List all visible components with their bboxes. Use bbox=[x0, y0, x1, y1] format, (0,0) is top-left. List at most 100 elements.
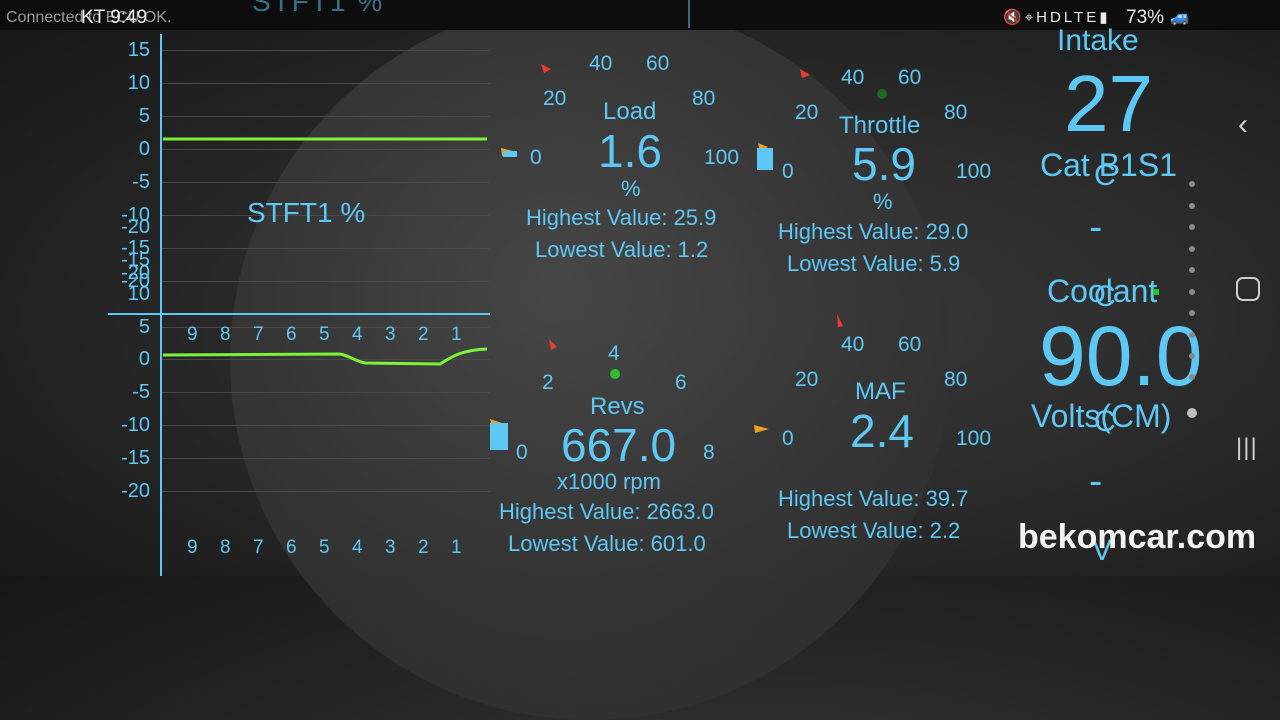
x-tick: 5 bbox=[319, 324, 330, 345]
readout-cat-name: Cat B1S1 bbox=[1040, 147, 1177, 183]
lower-series-line bbox=[162, 347, 488, 366]
gauge-lowest: Lowest Value: 2.2 bbox=[787, 518, 961, 543]
location-icon: ⌖ bbox=[1024, 9, 1037, 26]
y-tick: -15 bbox=[121, 237, 150, 259]
y-tick: -15 bbox=[121, 249, 150, 271]
gauge-highest: Highest Value: 29.0 bbox=[778, 219, 969, 244]
gauge-tick: 20 bbox=[795, 101, 819, 124]
current-marker bbox=[490, 423, 508, 450]
gauge-name: MAF bbox=[855, 378, 906, 405]
gauge-needles bbox=[757, 69, 810, 170]
gauge-needles bbox=[754, 314, 843, 433]
current-needle bbox=[754, 425, 769, 433]
x-tick: 7 bbox=[253, 537, 264, 558]
gauge-tick: 8 bbox=[703, 441, 715, 464]
gauge-tick: 60 bbox=[898, 333, 922, 356]
x-tick: 3 bbox=[385, 324, 396, 345]
readout-intake-value: 27 bbox=[1064, 59, 1153, 148]
gauge-value: 5.9 bbox=[852, 138, 916, 190]
gauge-tick: 40 bbox=[841, 66, 865, 89]
y-tick: 5 bbox=[138, 105, 150, 127]
y-tick: 10 bbox=[127, 283, 150, 305]
gauge-center-dot bbox=[877, 89, 887, 99]
clock: KT 9:49 bbox=[81, 7, 148, 28]
ghost-divider bbox=[688, 0, 690, 28]
gauge-tick: 6 bbox=[675, 371, 687, 394]
gauge-unit: x1000 rpm bbox=[557, 469, 661, 494]
gauge-tick: 20 bbox=[543, 87, 567, 110]
page-dot bbox=[1189, 224, 1195, 230]
readout-cat-value: - bbox=[1089, 205, 1103, 249]
home-button[interactable] bbox=[1236, 277, 1260, 301]
readout-coolant-name: Coolant bbox=[1047, 273, 1158, 309]
grid-line bbox=[162, 182, 490, 183]
gauge-unit: % bbox=[621, 176, 641, 201]
max-needle bbox=[800, 69, 810, 78]
signal-icon: ▮ bbox=[1099, 9, 1111, 26]
x-tick: 4 bbox=[352, 537, 363, 558]
gauge-needles bbox=[490, 339, 557, 450]
page-dot bbox=[1189, 353, 1195, 359]
gauge-name: Throttle bbox=[839, 112, 921, 139]
gauge-highest: Highest Value: 25.9 bbox=[526, 205, 717, 230]
x-tick: 1 bbox=[451, 324, 462, 345]
max-needle bbox=[541, 64, 551, 73]
gauge-highest: Highest Value: 2663.0 bbox=[499, 499, 714, 524]
y-tick: -15 bbox=[121, 447, 150, 469]
max-needle bbox=[837, 314, 843, 327]
x-tick: 7 bbox=[253, 324, 264, 345]
x-tick: 3 bbox=[385, 537, 396, 558]
grid-line bbox=[162, 248, 490, 249]
grid-line bbox=[162, 215, 490, 216]
current-marker bbox=[503, 151, 517, 157]
graph-lines bbox=[162, 137, 488, 366]
gauge-highest: Highest Value: 39.7 bbox=[778, 486, 969, 511]
grid-line bbox=[162, 116, 490, 117]
gauge-lowest: Lowest Value: 5.9 bbox=[787, 251, 961, 276]
gauge-tick: 0 bbox=[530, 146, 542, 169]
gauge-value: 667.0 bbox=[561, 419, 677, 471]
x-tick: 9 bbox=[187, 537, 198, 558]
status-icons: 🔇⌖HDLTE▮ bbox=[1003, 8, 1110, 26]
readout-coolant-value: 90.0 bbox=[1039, 309, 1203, 403]
back-button[interactable]: ‹ bbox=[1238, 108, 1248, 141]
graph-y-axis bbox=[160, 34, 162, 576]
page-dot bbox=[1189, 203, 1195, 209]
gauge-value: 1.6 bbox=[598, 125, 662, 177]
connection-status: Connected to ECU OK. bbox=[6, 9, 172, 26]
gauge-tick: 100 bbox=[956, 427, 992, 450]
y-tick: -20 bbox=[121, 262, 150, 284]
y-tick: 0 bbox=[138, 348, 150, 370]
gauge-value: 2.4 bbox=[850, 405, 914, 457]
y-tick: 5 bbox=[138, 316, 150, 338]
gauge-tick: 0 bbox=[782, 427, 794, 450]
readout-coolant-unit: C bbox=[1094, 405, 1116, 438]
gauge-center-dot bbox=[610, 369, 620, 379]
car-icon: 🚙 bbox=[1170, 9, 1190, 26]
gauge-tick: 40 bbox=[841, 333, 865, 356]
hd-icon: HD bbox=[1036, 9, 1064, 26]
x-tick: 8 bbox=[220, 537, 231, 558]
x-tick: 2 bbox=[418, 537, 429, 558]
page-dot bbox=[1189, 267, 1195, 273]
gauge-tick: 4 bbox=[608, 342, 620, 365]
status-bar: Connected to ECU OK. KT 9:49 🔇⌖HDLTE▮ 73… bbox=[0, 0, 1280, 34]
lte-icon: LTE bbox=[1063, 9, 1100, 26]
recents-button[interactable]: ||| bbox=[1236, 434, 1258, 461]
graph-label: STFT1 % bbox=[247, 197, 366, 228]
x-tick: 6 bbox=[286, 324, 297, 345]
watermark: bekomcar.com bbox=[1018, 518, 1257, 556]
gauge-tick: 100 bbox=[704, 146, 740, 169]
grid-line bbox=[162, 392, 490, 393]
gauge-lowest: Lowest Value: 1.2 bbox=[535, 237, 709, 262]
y-tick: 15 bbox=[127, 39, 150, 61]
readout-volts-value: - bbox=[1089, 459, 1103, 503]
readout-volts-unit: V bbox=[1092, 534, 1113, 567]
gauge-tick: 0 bbox=[516, 441, 528, 464]
status-bar-background bbox=[0, 0, 1280, 30]
readout-intake-unit: C bbox=[1094, 159, 1116, 192]
page-dot bbox=[1189, 374, 1195, 380]
gauge-tick: 20 bbox=[795, 368, 819, 391]
y-tick: -5 bbox=[132, 381, 150, 403]
x-tick: 6 bbox=[286, 537, 297, 558]
